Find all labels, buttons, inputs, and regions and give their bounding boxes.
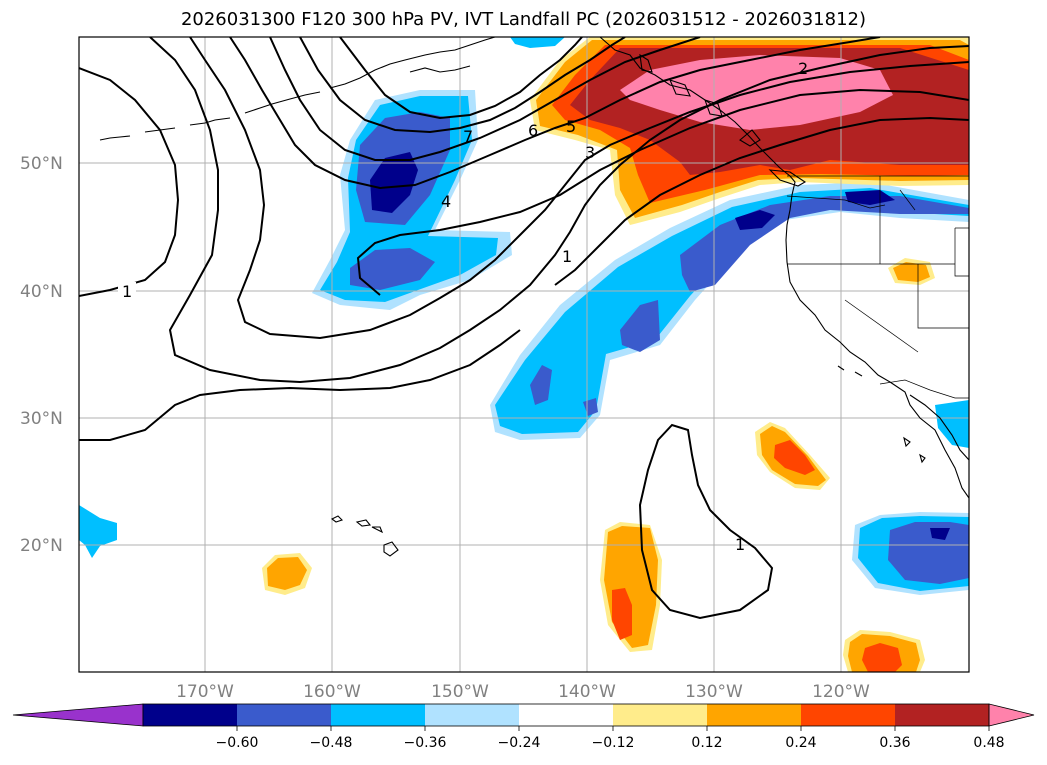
colorbar-outline (142, 703, 990, 727)
latitude-labels: 50°N 40°N 30°N 20°N (20, 154, 63, 556)
neg-anomaly-dark (930, 528, 950, 540)
colorbar-tick-label: −0.60 (216, 735, 259, 751)
contour-label: 1 (122, 282, 132, 301)
map-title: 2026031300 F120 300 hPa PV, IVT Landfall… (180, 9, 867, 30)
colorbar-tick-label: −0.48 (310, 735, 353, 751)
lon-label: 170°W (176, 682, 234, 702)
colorbar-box (801, 704, 895, 726)
contour-label: 1 (562, 247, 572, 266)
neg-anomaly-mid (888, 522, 969, 584)
lon-label: 120°W (812, 682, 870, 702)
pos-anomaly-light (893, 262, 930, 282)
colorbar: −0.60 −0.48 −0.36 −0.24 −0.12 0.12 0.24 0.36 0.4… (12, 703, 1035, 751)
contour-label: 3 (585, 143, 595, 162)
colorbar-tick-label: 0.12 (691, 735, 722, 751)
neg-anomaly-mid (620, 300, 660, 352)
contour-label: 4 (441, 192, 451, 211)
neg-anomaly-dark (735, 210, 775, 230)
colorbar-box (613, 704, 707, 726)
neg-anomaly-dark (845, 190, 895, 205)
colorbar-tick-label: −0.12 (592, 735, 635, 751)
coastlines (99, 37, 969, 557)
neg-anomaly-light (510, 37, 565, 48)
pos-anomaly-mid (862, 643, 902, 672)
lon-label: 150°W (431, 682, 489, 702)
colorbar-box (237, 704, 331, 726)
pos-anomaly-mid (612, 588, 632, 640)
colorbar-box (707, 704, 801, 726)
lat-label: 30°N (20, 409, 63, 429)
pos-anomaly-light (267, 557, 307, 590)
lat-label: 20°N (20, 536, 63, 556)
pv-contours (79, 37, 969, 620)
colorbar-box (425, 704, 519, 726)
colorbar-tick-label: −0.24 (498, 735, 541, 751)
political-borders (786, 175, 969, 399)
lat-label: 50°N (20, 154, 63, 174)
neg-anomaly-dark (370, 152, 418, 213)
contour-labels: 1 2 3 4 5 6 7 1 1 (118, 59, 808, 554)
colorbar-tick-label: 0.48 (973, 735, 1004, 751)
lon-label: 130°W (685, 682, 743, 702)
colorbar-box (895, 704, 989, 726)
contour-label: 2 (798, 59, 808, 78)
colorbar-box (331, 704, 425, 726)
contour-label: 1 (735, 535, 745, 554)
colorbar-extend-min (12, 703, 144, 727)
lon-label: 140°W (558, 682, 616, 702)
colorbar-box (143, 704, 237, 726)
map-frame (78, 36, 970, 673)
colorbar-tick-label: 0.36 (879, 735, 910, 751)
contour-label: 6 (528, 121, 538, 140)
longitude-labels: 170°W 160°W 150°W 140°W 130°W 120°W (176, 682, 870, 702)
contour-label: 7 (463, 127, 473, 146)
colorbar-box (519, 704, 613, 726)
lat-label: 40°N (20, 282, 63, 302)
neg-anomaly-mid (350, 248, 435, 290)
colorbar-tick-label: −0.36 (404, 735, 447, 751)
pos-anomaly-mid (774, 440, 815, 475)
colorbar-tick-label: 0.24 (785, 735, 816, 751)
neg-anomaly-light (935, 400, 969, 448)
contour-label: 5 (566, 117, 576, 136)
colorbar-extend-max (988, 703, 1035, 727)
neg-anomaly-mid (530, 365, 552, 405)
lon-label: 160°W (303, 682, 361, 702)
